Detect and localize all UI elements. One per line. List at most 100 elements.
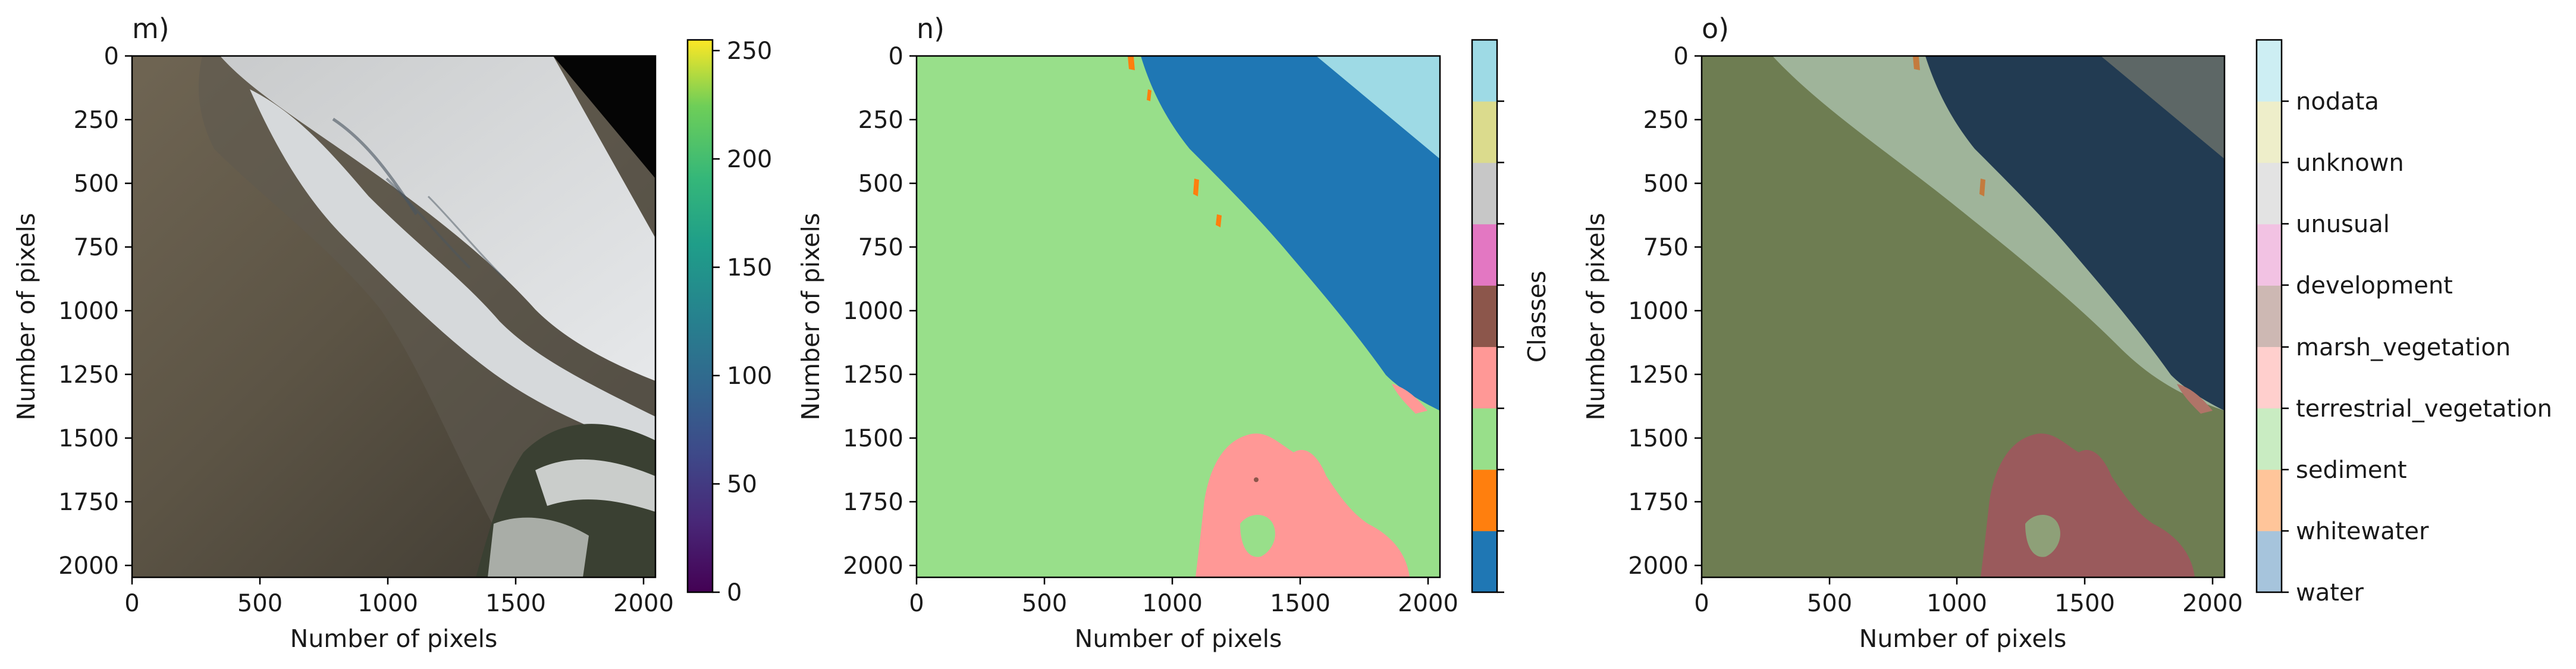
colorbar-class-label: nodata: [2296, 88, 2379, 115]
panel-m-title: m): [132, 12, 170, 45]
colorbar-tick-label: 100: [727, 362, 772, 390]
colorbar-swatch-whitewater: [2257, 469, 2282, 532]
y-tick-label: 0: [1674, 43, 1689, 70]
colorbar-swatch-unusual: [2257, 162, 2282, 224]
panel-m-y-ticks: 0 250 500 750 1000 1250 1500 1750 2000: [58, 43, 132, 580]
panel-m-x-axis-label: Number of pixels: [290, 624, 498, 653]
class-region-nodata: [1316, 56, 1440, 159]
panel-o: o) 0 500 1000 1500 2000 0 250 500: [1582, 12, 2552, 653]
colorbar-class-label: development: [2296, 272, 2453, 299]
colorbar-tick-label: 200: [727, 146, 772, 173]
colorbar-swatch-terrestrial-vegetation: [1472, 346, 1497, 409]
y-tick-label: 1000: [1628, 298, 1689, 325]
x-tick-label: 1500: [2054, 590, 2115, 617]
panel-n-x-ticks: 0 500 1000 1500 2000: [909, 577, 1458, 617]
panel-o-title: o): [1702, 12, 1729, 45]
colorbar-gradient: [686, 39, 714, 593]
colorbar-swatch-marsh-vegetation: [2257, 285, 2282, 348]
y-tick-label: 500: [1643, 170, 1689, 198]
colorbar-swatch-nodata: [2257, 40, 2282, 102]
class-region-water: [1141, 56, 1440, 411]
panel-o-y-axis-label: Number of pixels: [1582, 213, 1610, 421]
y-tick-label: 1500: [843, 425, 903, 452]
y-tick-label: 500: [74, 170, 119, 198]
x-tick-label: 500: [237, 590, 283, 617]
x-tick-label: 500: [1807, 590, 1852, 617]
y-tick-label: 750: [858, 234, 903, 261]
x-tick-label: 0: [124, 590, 139, 617]
panel-o-image: [1702, 56, 2224, 577]
panel-n-y-axis-label: Number of pixels: [796, 213, 825, 421]
colorbar-swatches: [1472, 40, 1497, 593]
panel-o-x-ticks: 0 500 1000 1500 2000: [1694, 577, 2243, 617]
panel-o-colorbar: water whitewater sediment terrestrial_ve…: [2255, 39, 2552, 607]
y-tick-label: 250: [74, 107, 119, 134]
colorbar-class-label: marsh_vegetation: [2296, 334, 2511, 361]
x-tick-label: 2000: [613, 590, 674, 617]
panel-m-image: [132, 56, 655, 577]
x-tick-label: 0: [1694, 590, 1709, 617]
overlay-nodata: [2101, 56, 2224, 159]
colorbar-swatch-unusual: [1472, 162, 1497, 224]
y-tick-label: 1000: [843, 298, 903, 325]
panel-n-colorbar: Classes: [1471, 39, 1551, 593]
y-tick-label: 250: [1643, 107, 1689, 134]
colorbar-class-label: unusual: [2296, 211, 2390, 238]
y-tick-label: 2000: [1628, 552, 1689, 580]
panel-o-frame: [1700, 55, 2226, 579]
colorbar-swatch-development: [2257, 224, 2282, 286]
colorbar-frame: [1471, 39, 1498, 593]
y-tick-label: 1750: [58, 489, 119, 516]
colorbar-tick-label: 0: [727, 579, 742, 607]
colorbar-swatch-marsh-vegetation: [1472, 285, 1497, 348]
colorbar-swatch-sediment: [2257, 408, 2282, 470]
panel-n-image: [917, 56, 1440, 577]
panel-m-frame: [131, 55, 657, 579]
y-tick-label: 1500: [1628, 425, 1689, 452]
colorbar-tick-label: 150: [727, 254, 772, 282]
y-tick-label: 1250: [58, 361, 119, 389]
panel-n-title: n): [917, 12, 945, 45]
x-tick-label: 0: [909, 590, 924, 617]
y-tick-label: 1250: [843, 361, 903, 389]
panel-m-y-axis-label: Number of pixels: [12, 213, 40, 421]
y-tick-label: 1750: [1628, 489, 1689, 516]
y-tick-label: 750: [74, 234, 119, 261]
class-region-whitewater: [1128, 56, 1135, 70]
colorbar-tick-label: 50: [727, 471, 757, 498]
y-tick-label: 1250: [1628, 361, 1689, 389]
panel-n-y-ticks: 0 250 500 750 1000 1250 1500 1750 2000: [843, 43, 917, 580]
x-tick-label: 1000: [1142, 590, 1203, 617]
panel-o-y-ticks: 0 250 500 750 1000 1250 1500 1750 2000: [1628, 43, 1702, 580]
y-tick-label: 2000: [58, 552, 119, 580]
colorbar-swatch-whitewater: [1472, 469, 1497, 532]
colorbar-swatch-unknown: [2257, 101, 2282, 163]
x-tick-label: 1500: [485, 590, 546, 617]
y-tick-label: 500: [858, 170, 903, 198]
colorbar-swatch-nodata: [1472, 40, 1497, 102]
panel-n: n) 0 500 1000 1500 2000 0 250 500: [796, 12, 1551, 653]
colorbar-swatch-water: [2257, 530, 2282, 593]
class-region-marsh-vegetation: [1254, 477, 1259, 482]
colorbar-frame: [2255, 39, 2283, 593]
colorbar-swatch-unknown: [1472, 101, 1497, 163]
y-tick-label: 0: [889, 43, 903, 70]
colorbar-label: Classes: [1523, 271, 1551, 362]
colorbar-class-label: water: [2296, 579, 2364, 607]
x-tick-label: 1500: [1270, 590, 1331, 617]
colorbar-swatch-water: [1472, 530, 1497, 593]
colorbar-class-label: whitewater: [2296, 518, 2429, 545]
panel-n-frame: [915, 55, 1441, 579]
y-tick-label: 1750: [843, 489, 903, 516]
y-tick-label: 750: [1643, 234, 1689, 261]
x-tick-label: 500: [1022, 590, 1067, 617]
x-tick-label: 2000: [1398, 590, 1458, 617]
colorbar-swatches: [2257, 40, 2282, 593]
panel-o-x-axis-label: Number of pixels: [1859, 624, 2067, 653]
y-tick-label: 1500: [58, 425, 119, 452]
panel-m: m) 0 500 1000 1500 2000 0 250 500: [12, 12, 772, 653]
colorbar-tick-label: 250: [727, 37, 772, 65]
colorbar-swatch-development: [1472, 224, 1497, 286]
y-tick-label: 0: [104, 43, 119, 70]
